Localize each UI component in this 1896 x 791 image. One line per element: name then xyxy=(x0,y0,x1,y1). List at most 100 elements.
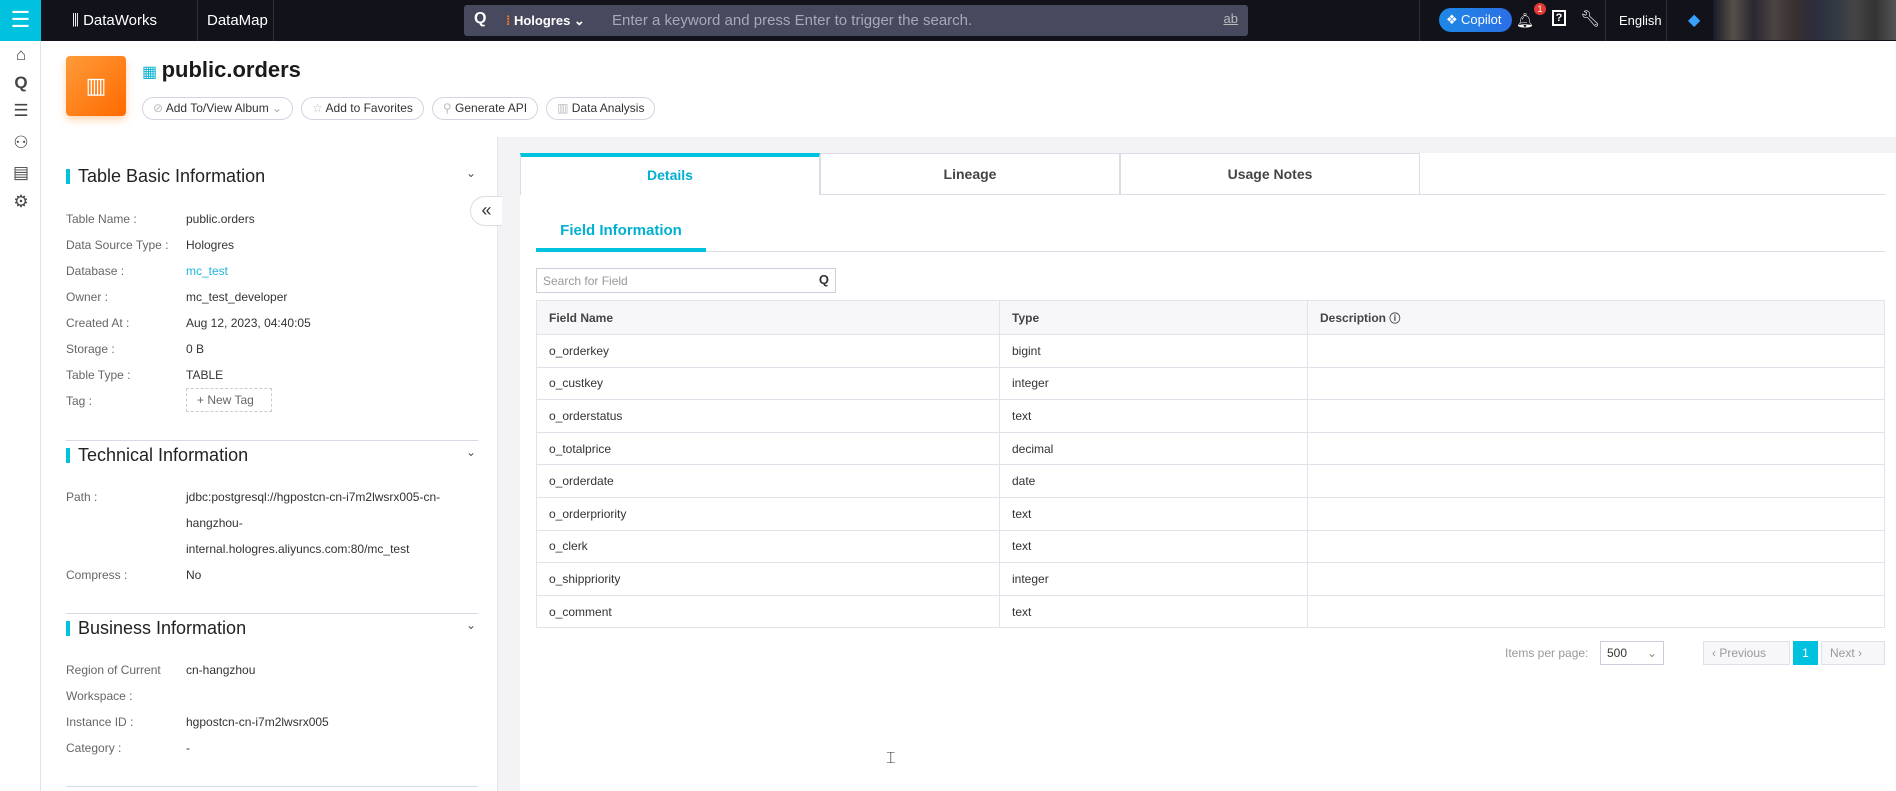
field-table: Field Name Type Description ⓘ o_orderkey… xyxy=(536,300,1885,629)
previous-button[interactable]: ‹ Previous xyxy=(1703,641,1790,665)
type-cell: date xyxy=(999,464,1308,498)
search-icon[interactable]: Q xyxy=(474,10,487,27)
top-bar: ☰ ⫼ DataWorks DataMap Q ⁞ Hologres ⌄ Ent… xyxy=(0,0,1896,41)
table-logo-icon: ▥ xyxy=(66,56,126,116)
home-icon[interactable]: ⌂ xyxy=(15,45,27,64)
add-to-favorites-button[interactable]: ☆ Add to Favorites xyxy=(301,97,424,120)
copilot-label: Copilot xyxy=(1461,12,1502,27)
database-link[interactable]: mc_test xyxy=(186,264,229,278)
divider xyxy=(66,440,478,441)
help-icon[interactable]: ⓘ xyxy=(1389,312,1401,325)
column-header: Field Name xyxy=(536,300,1000,335)
menu-icon[interactable]: ☰ xyxy=(0,0,41,41)
global-search[interactable]: Q ⁞ Hologres ⌄ Enter a keyword and press… xyxy=(464,5,1248,36)
search-icon[interactable]: Q xyxy=(14,73,28,92)
type-cell: integer xyxy=(999,562,1308,596)
page-header xyxy=(41,41,1896,137)
label: Workspace : xyxy=(66,689,133,703)
new-tag-button[interactable]: + New Tag xyxy=(186,388,272,412)
diamond-icon[interactable]: ◆ xyxy=(1688,12,1701,29)
value: Hologres xyxy=(186,238,235,252)
chevron-down-icon[interactable]: ⌄ xyxy=(466,618,477,632)
tab-details[interactable]: Details xyxy=(520,153,820,195)
mouse-cursor-icon: ⌶ xyxy=(886,750,896,767)
field-name-cell: o_custkey xyxy=(536,366,1000,400)
label: Instance ID : xyxy=(66,715,134,729)
add-to-album-button[interactable]: ⊘ Add To/View Album ⌄ xyxy=(142,97,294,120)
items-per-page-label: Items per page: xyxy=(1505,646,1589,660)
page-title: ▦ public.orders xyxy=(142,57,301,83)
table-row: o_shippriority integer xyxy=(536,562,1885,596)
label: Compress : xyxy=(66,568,128,582)
document-search-icon[interactable]: ▤ xyxy=(12,163,30,182)
field-name-cell: o_shippriority xyxy=(536,562,1000,596)
help-icon[interactable]: ? xyxy=(1552,10,1566,26)
button-label: Next xyxy=(1830,646,1855,660)
label: Storage : xyxy=(66,342,115,356)
field-name-cell: o_orderkey xyxy=(536,334,1000,368)
select-value: 500 xyxy=(1607,646,1628,660)
field-search-input[interactable] xyxy=(537,269,797,292)
match-case-icon[interactable]: ab xyxy=(1223,11,1238,26)
collapse-panel-button[interactable]: « xyxy=(470,196,502,226)
settings-icon[interactable]: ⚙ xyxy=(13,192,29,211)
module-datamap[interactable]: DataMap xyxy=(207,12,268,29)
section-business-title: Business Information xyxy=(66,618,246,639)
button-label: Add To/View Album xyxy=(165,101,269,115)
label: Region of Current xyxy=(66,663,161,677)
source-select[interactable]: ⁞ Hologres ⌄ xyxy=(506,13,585,28)
divider xyxy=(1419,0,1420,41)
description-cell xyxy=(1307,334,1885,368)
chevron-down-icon: ⌄ xyxy=(1646,646,1657,660)
copilot-button[interactable]: ❖ Copilot xyxy=(1439,8,1512,32)
field-name-cell: o_orderstatus xyxy=(536,399,1000,433)
user-list-icon[interactable]: ⚇ xyxy=(13,133,29,152)
title-text: public.orders xyxy=(161,57,301,82)
generate-api-button[interactable]: ⚲ Generate API xyxy=(431,97,539,120)
subtab-field-information[interactable]: Field Information xyxy=(536,215,706,252)
next-button[interactable]: Next › xyxy=(1821,641,1885,665)
field-search[interactable]: Q xyxy=(536,268,836,293)
user-avatar[interactable] xyxy=(1713,0,1896,40)
divider xyxy=(706,251,1885,252)
album-icon[interactable]: ☰ xyxy=(13,101,29,120)
value: Aug 12, 2023, 04:40:05 xyxy=(186,316,311,330)
type-cell: bigint xyxy=(999,334,1308,368)
search-icon[interactable]: Q xyxy=(818,272,829,287)
brand-logo[interactable]: ⫼ DataWorks xyxy=(72,12,157,29)
description-cell xyxy=(1307,562,1885,596)
chevron-down-icon: ⌄ xyxy=(272,101,283,115)
tab-usage-notes[interactable]: Usage Notes xyxy=(1120,153,1420,195)
value: cn-hangzhou xyxy=(186,663,256,677)
left-nav: ⌂ Q ☰ ⚇ ▤ ⚙ xyxy=(0,41,41,791)
table-header: Field Name Type Description ⓘ xyxy=(536,300,1885,335)
table-row: o_orderstatus text xyxy=(536,399,1885,433)
field-name-cell: o_orderdate xyxy=(536,464,1000,498)
field-name-cell: o_totalprice xyxy=(536,431,1000,465)
star-icon: ☆ xyxy=(312,101,326,115)
chevron-right-icon: › xyxy=(1858,646,1863,660)
language-switch[interactable]: English xyxy=(1619,13,1662,28)
bell-icon[interactable]: 🔔︎ xyxy=(1516,12,1532,28)
wrench-icon[interactable]: 🔧︎ xyxy=(1580,11,1601,28)
divider xyxy=(273,0,274,41)
search-input[interactable]: Enter a keyword and press Enter to trigg… xyxy=(612,12,973,29)
tab-lineage[interactable]: Lineage xyxy=(820,153,1120,195)
chevron-down-icon[interactable]: ⌄ xyxy=(466,445,477,459)
chevron-left-icon: ‹ xyxy=(1712,646,1720,660)
page-1-button[interactable]: 1 xyxy=(1793,641,1818,665)
description-cell xyxy=(1307,431,1885,465)
divider xyxy=(197,0,198,41)
label: Created At : xyxy=(66,316,130,330)
type-cell: decimal xyxy=(999,431,1308,465)
path-line: internal.hologres.aliyuncs.com:80/mc_tes… xyxy=(186,542,410,556)
value: No xyxy=(186,568,202,582)
header-actions: ⊘ Add To/View Album ⌄ ☆ Add to Favorites… xyxy=(142,97,656,120)
value: mc_test_developer xyxy=(186,290,288,304)
data-analysis-button[interactable]: ▥ Data Analysis xyxy=(546,97,656,120)
chevron-down-icon[interactable]: ⌄ xyxy=(466,166,477,180)
items-per-page-select[interactable]: 500 ⌄ xyxy=(1600,641,1664,665)
label: Path : xyxy=(66,490,98,504)
field-name-cell: o_comment xyxy=(536,594,1000,628)
dataworks-logo-icon: ⫼ xyxy=(72,12,84,29)
